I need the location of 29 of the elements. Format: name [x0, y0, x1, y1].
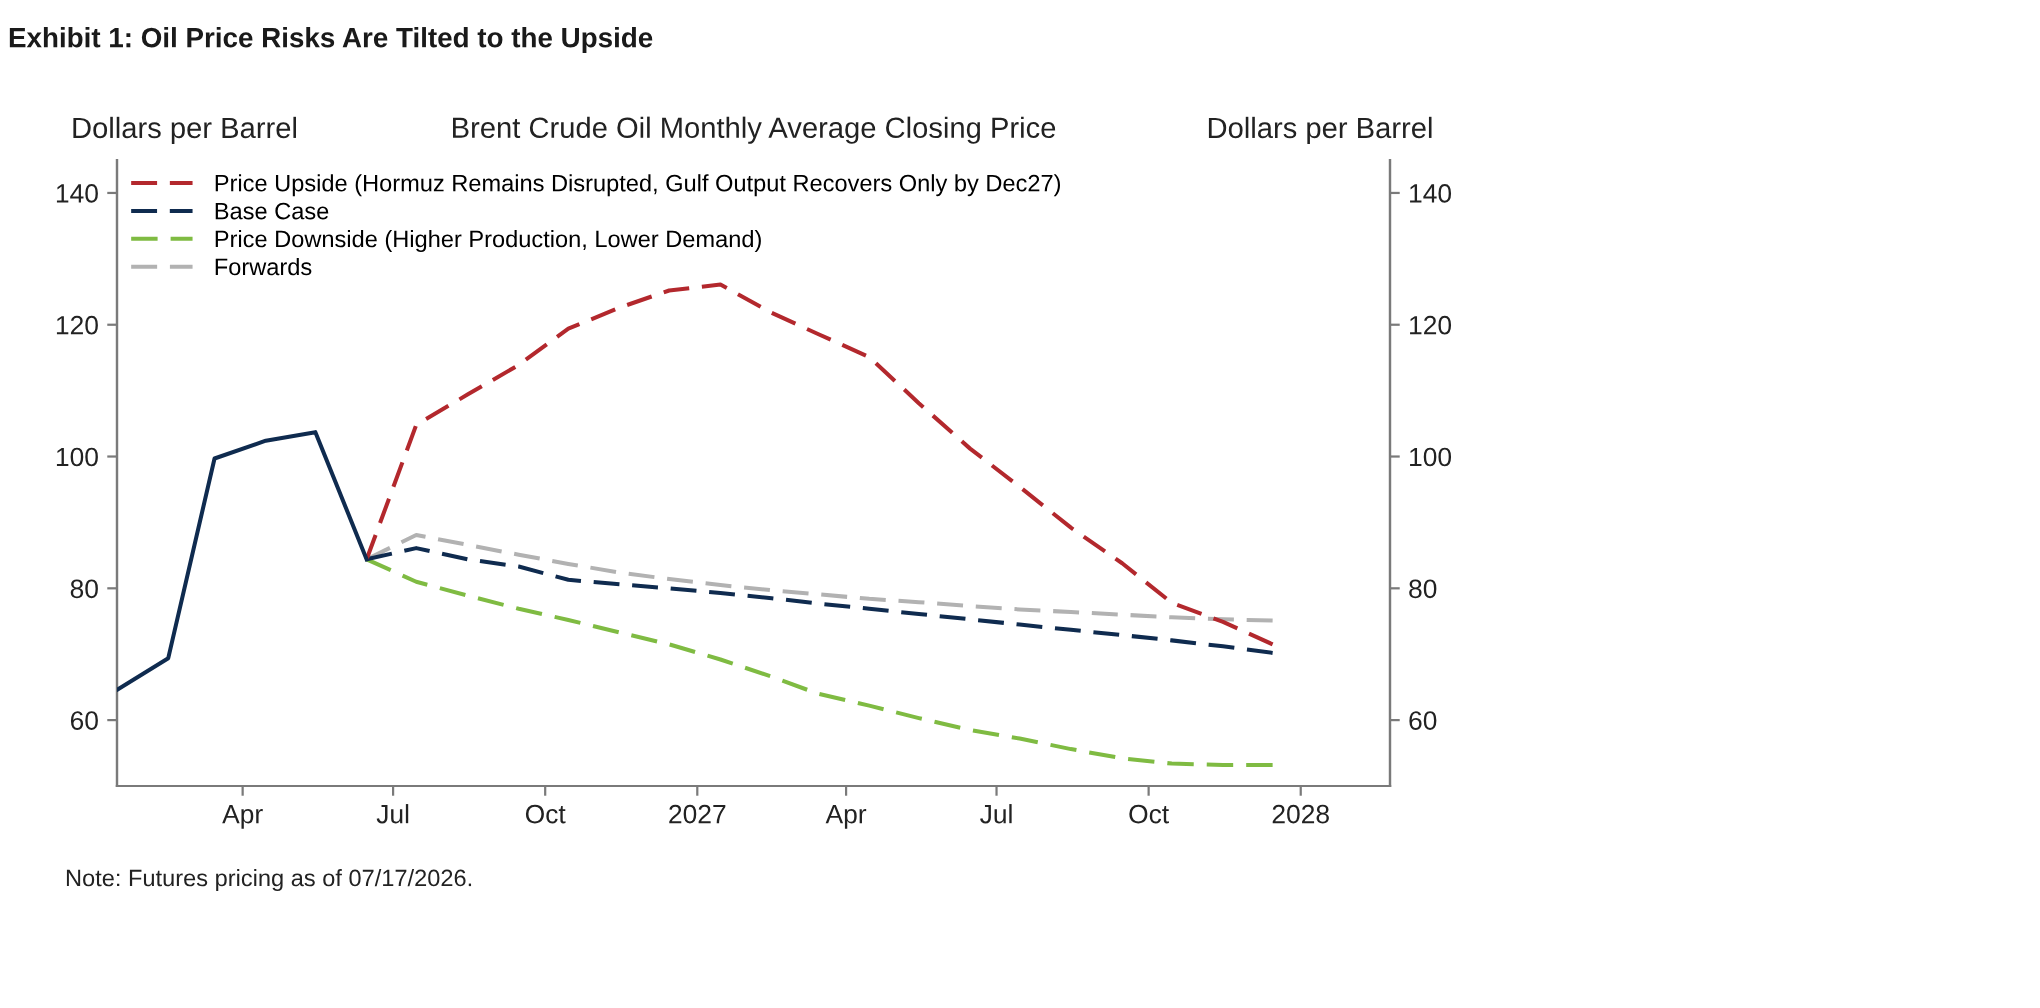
chart-subtitle: Brent Crude Oil Monthly Average Closing Price	[453, 116, 1056, 144]
legend-label: Price Downside (Higher Production, Lower Demand)	[215, 229, 761, 252]
x-tick-label: 2028	[1272, 804, 1329, 824]
x-tick-label: 2027	[669, 804, 726, 824]
line-series	[364, 282, 1275, 647]
y2-tick-label: 80	[1409, 579, 1437, 599]
legend-label: Price Upside (Hormuz Remains Disrupted, Gulf Output Recovers Only by Dec27)	[215, 174, 1061, 197]
y-tick-label: 120	[56, 315, 98, 335]
text: Note: Futures pricing as of 07/17/2026.	[66, 868, 472, 892]
y-axis-title: Dollars per Barrel	[73, 116, 296, 144]
legend-label: Forwards	[215, 257, 312, 276]
x-tick-label: Oct	[1129, 804, 1169, 824]
x-tick-label: Oct	[525, 804, 566, 824]
x-tick-label: Jul	[980, 804, 1012, 824]
line-series	[364, 557, 1275, 767]
y2-tick-label: 120	[1410, 315, 1452, 335]
y-tick-label: 60	[70, 711, 98, 730]
y-tick-label: 80	[70, 579, 98, 599]
y2-axis-title: Dollars per Barrel	[1208, 116, 1432, 144]
y2-tick-label: 60	[1409, 711, 1437, 730]
legend-label: Base Case	[215, 202, 329, 220]
x-tick-label: Apr	[825, 805, 867, 829]
y2-tick-label: 140	[1410, 184, 1452, 203]
chart-title: Exhibit 1: Oil Price Risks Are Tilted to the Upside	[9, 27, 653, 53]
y-tick-label: 140	[56, 184, 98, 203]
y2-tick-label: 100	[1410, 447, 1452, 467]
x-tick-label: Apr	[222, 805, 263, 829]
x-tick-label: Jul	[376, 804, 409, 824]
y-tick-label: 100	[56, 447, 98, 467]
